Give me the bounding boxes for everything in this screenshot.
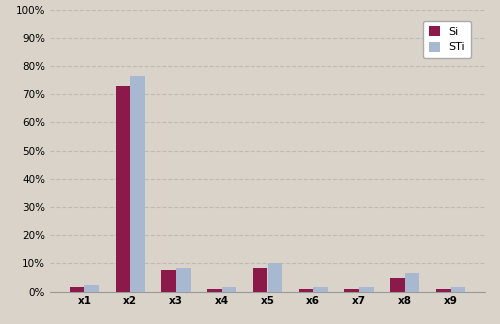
Bar — [253, 268, 268, 292]
Bar — [162, 271, 176, 292]
Bar — [207, 289, 222, 292]
Bar — [314, 287, 328, 292]
Bar — [84, 284, 99, 292]
Bar — [450, 287, 465, 292]
Bar — [344, 289, 359, 292]
Bar — [436, 289, 450, 292]
Bar — [130, 76, 145, 292]
Bar — [222, 287, 236, 292]
Bar — [405, 273, 419, 292]
Legend: Si, STi: Si, STi — [423, 21, 470, 58]
Bar — [176, 269, 190, 292]
Bar — [298, 289, 314, 292]
Bar — [390, 277, 405, 292]
Bar — [116, 86, 130, 292]
Bar — [70, 287, 84, 292]
Bar — [268, 263, 282, 292]
Bar — [359, 287, 374, 292]
